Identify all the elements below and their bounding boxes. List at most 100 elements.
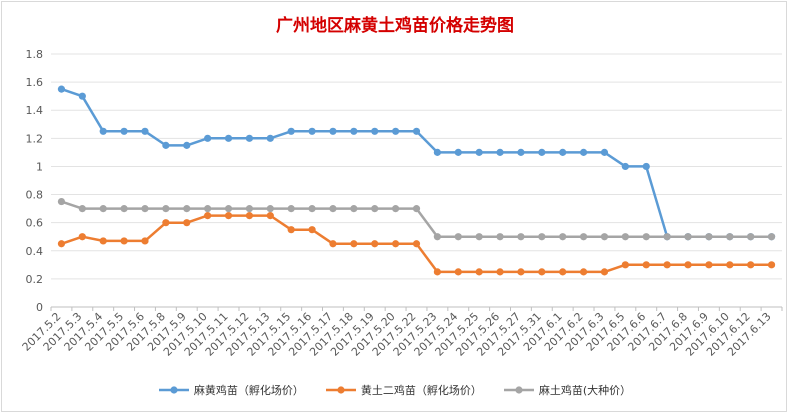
data-point <box>120 127 128 135</box>
data-point <box>308 127 316 135</box>
data-point <box>433 148 441 156</box>
chart-title: 广州地区麻黄土鸡苗价格走势图 <box>276 16 514 36</box>
y-tick-label: 0.8 <box>26 189 44 202</box>
data-point <box>600 148 609 156</box>
data-point <box>78 233 86 241</box>
data-point <box>684 261 692 269</box>
data-point <box>559 233 567 241</box>
data-point <box>621 261 629 269</box>
data-point <box>767 233 776 241</box>
data-point <box>517 233 525 241</box>
data-point <box>224 134 233 142</box>
y-tick-label: 0.6 <box>26 217 44 230</box>
legend-label: 黄土二鸡苗（孵化场价） <box>360 384 482 397</box>
data-point <box>475 148 483 156</box>
data-point <box>141 205 149 213</box>
data-point <box>120 237 128 245</box>
data-point <box>475 268 483 276</box>
data-point <box>371 240 379 248</box>
data-point <box>183 141 191 149</box>
data-point <box>767 261 776 269</box>
data-point <box>600 268 609 276</box>
data-point <box>78 92 86 100</box>
data-point <box>538 233 546 241</box>
data-point <box>266 212 274 220</box>
data-point <box>57 197 66 206</box>
data-point <box>579 233 588 241</box>
legend-label: 麻土鸡苗(大种价） <box>538 384 632 397</box>
data-point <box>517 268 525 276</box>
data-point <box>245 134 254 142</box>
y-tick-label: 1.6 <box>26 76 44 89</box>
data-point <box>371 127 379 135</box>
data-point <box>392 240 400 248</box>
data-point <box>329 240 337 248</box>
data-point <box>99 237 107 245</box>
data-point <box>371 205 379 213</box>
data-point <box>57 240 66 248</box>
data-point <box>308 226 316 234</box>
data-point <box>454 268 462 276</box>
y-tick-label: 1.2 <box>26 132 44 145</box>
data-point <box>559 268 567 276</box>
data-point <box>162 219 170 227</box>
data-point <box>183 205 191 213</box>
data-point <box>224 212 233 220</box>
data-point <box>684 233 692 241</box>
data-point <box>350 240 358 248</box>
data-point <box>726 233 734 241</box>
data-point <box>663 233 671 241</box>
data-point <box>204 134 212 142</box>
data-point <box>496 268 504 276</box>
y-tick-label: 1.8 <box>26 48 44 61</box>
data-point <box>747 261 755 269</box>
data-point <box>99 127 107 135</box>
data-point <box>266 205 274 213</box>
data-point <box>517 148 525 156</box>
data-point <box>579 268 588 276</box>
data-point <box>245 205 254 213</box>
data-point <box>392 127 400 135</box>
data-point <box>204 212 212 220</box>
plot-area: 00.20.40.60.811.21.41.61.82017.5.22017.5… <box>20 48 783 359</box>
legend-label: 麻黄鸡苗（孵化场价） <box>193 384 304 397</box>
data-point <box>538 268 546 276</box>
data-point <box>224 205 233 213</box>
y-tick-label: 0.4 <box>26 245 44 258</box>
data-point <box>162 205 170 213</box>
data-point <box>663 261 671 269</box>
data-point <box>433 268 441 276</box>
data-point <box>308 205 316 213</box>
data-point <box>350 127 358 135</box>
data-point <box>600 233 609 241</box>
data-point <box>329 127 337 135</box>
legend-item: 麻黄鸡苗（孵化场价） <box>158 382 304 398</box>
data-point <box>141 127 149 135</box>
y-tick-label: 0 <box>36 301 43 314</box>
data-point <box>287 127 295 135</box>
y-tick-label: 1 <box>36 160 43 173</box>
y-tick-label: 1.4 <box>26 104 44 117</box>
data-point <box>162 141 170 149</box>
data-point <box>183 219 191 227</box>
data-point <box>412 127 421 135</box>
data-point <box>412 240 421 248</box>
legend-item: 黄土二鸡苗（孵化场价） <box>325 382 482 398</box>
data-point <box>621 162 629 171</box>
data-point <box>120 205 128 213</box>
data-point <box>642 162 650 171</box>
data-point <box>204 205 212 213</box>
data-point <box>287 205 295 213</box>
data-point <box>621 233 629 241</box>
data-point <box>705 233 713 241</box>
legend-swatch <box>158 386 189 394</box>
data-point <box>454 148 462 156</box>
y-tick-label: 0.2 <box>26 273 44 286</box>
data-point <box>329 205 337 213</box>
data-point <box>705 261 713 269</box>
data-point <box>266 134 274 142</box>
data-point <box>287 226 295 234</box>
legend-item: 麻土鸡苗(大种价） <box>503 382 632 398</box>
data-point <box>496 148 504 156</box>
